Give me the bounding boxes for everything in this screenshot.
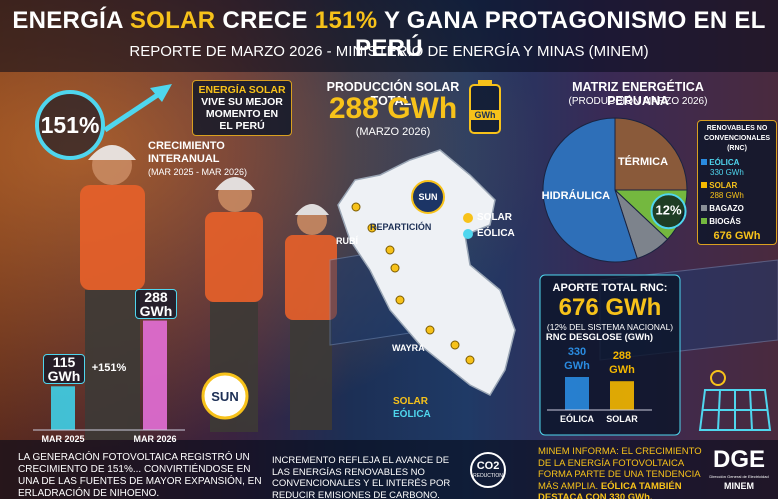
legend-dot-eolica — [463, 229, 473, 239]
map-sun-label: SUN — [418, 192, 438, 202]
callout: ENERGÍA SOLAR VIVE SU MEJOR MOMENTO EN E… — [192, 80, 292, 136]
right-note: MINEM INFORMA: EL CRECIMIENTO DE LA ENER… — [538, 446, 713, 499]
bar — [51, 386, 75, 430]
title-part: SOLAR — [129, 7, 216, 34]
production-period: (MARZO 2026) — [355, 126, 431, 138]
rnc-item: SOLAR 288 GWh — [701, 181, 773, 201]
battery-label: GWh — [470, 110, 500, 120]
rnc-item: EÓLICA 330 GWh — [701, 158, 773, 178]
left-note: LA GENERACIÓN FOTOVOLTAICA REGISTRÓ UN C… — [18, 452, 262, 499]
rnc-box: RENOVABLES NO CONVENCIONALES (RNC) EÓLIC… — [697, 120, 777, 245]
pie-slice — [542, 117, 638, 263]
title: ENERGÍA SOLAR CRECE 151% Y GANA PROTAGON… — [0, 7, 778, 63]
callout-line: EL PERÚ — [219, 120, 265, 132]
aporte-total: 676 GWh — [558, 294, 662, 321]
map-dots — [351, 202, 475, 365]
bar-title: RNC DESGLOSE (GWh) — [545, 332, 654, 343]
sun-label: SUN — [211, 389, 239, 404]
peru-map — [337, 149, 516, 396]
center-note: INCREMENTO REFLEJA EL AVANCE DE LAS ENER… — [272, 455, 451, 499]
map-legend: SOLAR — [477, 212, 512, 223]
place-label: WAYRA — [392, 343, 425, 353]
growth-label: CRECIMIENTO INTERANUAL (MAR 2025 - MAR 2… — [148, 140, 247, 179]
bar-value-label: 288 GWh — [135, 288, 177, 319]
bar-category: MAR 2026 — [133, 434, 177, 444]
matrix-subheading: (PRODUCCIÓN MARZO 2026) — [568, 96, 708, 107]
logo: DGE — [712, 446, 765, 473]
co2-sub: REDUCTION — [473, 473, 503, 479]
place-label: RUBÍ — [336, 236, 358, 246]
bar — [565, 377, 589, 410]
rnc-item: BAGAZO — [701, 204, 773, 214]
pie-label: TÉRMICA — [618, 155, 668, 168]
map-sun-icon — [411, 180, 445, 214]
rnc-total: 676 GWh — [713, 230, 761, 242]
place-label: REPARTICIÓN — [370, 222, 432, 232]
rnc-item-name: EÓLICA — [709, 158, 740, 167]
callout-line: ENERGÍA SOLAR — [198, 84, 286, 96]
pie-label: HIDRÁULICA — [542, 189, 610, 202]
rnc-item-name: BIOGÁS — [709, 217, 741, 226]
title-part: CRECE — [222, 7, 308, 34]
growth-line: CRECIMIENTO — [148, 140, 225, 152]
co2-label: CO2 — [476, 460, 500, 472]
callout-line: VIVE SU MEJOR — [201, 96, 283, 108]
production-total: 288 GWh — [328, 92, 458, 125]
header-band — [0, 0, 778, 72]
battery-cap — [478, 80, 492, 85]
growth-ring — [35, 90, 105, 160]
legend-dot-solar — [463, 213, 473, 223]
bar — [610, 381, 634, 410]
subtitle: REPORTE DE MARZO 2026 - MINISTERIO DE EN… — [129, 43, 649, 60]
pie-slice — [614, 117, 688, 191]
right-note-part: EÓLICA TAMBIÉN DESTACA CON 330 GWh. — [538, 480, 682, 499]
right-note-part: MINEM INFORMA: EL CRECIMIENTO DE LA ENER… — [538, 446, 702, 492]
growth-line: INTERANUAL — [148, 153, 220, 165]
ring-value: 151% — [40, 112, 100, 138]
logo-org: MINEM — [724, 481, 754, 491]
aporte-heading: APORTE TOTAL RNC: — [552, 282, 668, 294]
title-part: ENERGÍA — [12, 7, 123, 34]
rnc-title: RENOVABLES NO CONVENCIONALES (RNC) — [703, 125, 771, 152]
map-legend: EÓLICA — [477, 228, 515, 239]
bar-value-label: 288 GWh — [609, 350, 635, 377]
rnc-item-detail: 288 GWh — [710, 191, 744, 200]
production-heading: PRODUCCIÓN SOLAR TOTAL: — [326, 80, 460, 108]
bar-category: MAR 2025 — [41, 434, 85, 444]
bar — [143, 320, 167, 430]
rnc-item-name: SOLAR — [709, 181, 738, 190]
title-part: Y GANA PROTAGONISMO EN EL PERÚ — [355, 7, 766, 62]
growth-arrow — [103, 87, 167, 133]
sun-icon — [201, 372, 249, 420]
panel-icon — [698, 370, 772, 431]
arrow-head — [150, 84, 172, 102]
title-part: 151% — [314, 7, 378, 34]
callout-line: MOMENTO EN — [205, 108, 279, 120]
growth-period: (MAR 2025 - MAR 2026) — [148, 167, 248, 177]
bar-category: SOLAR — [606, 414, 638, 424]
logo-sub: Dirección General de Electricidad — [709, 474, 769, 479]
bar-category: EÓLICA — [559, 414, 594, 424]
aporte-share: (12% DEL SISTEMA NACIONAL) — [546, 322, 674, 332]
map-legend-2: SOLAR — [393, 396, 428, 407]
bar-value-label: 330 GWh — [564, 346, 590, 372]
map-legend-2: EÓLICA — [393, 409, 431, 420]
pie-value-label: 12% — [656, 203, 682, 218]
footer-band — [0, 440, 778, 499]
bar-value-label: 115 GWh — [43, 354, 85, 385]
matrix-heading: MATRIZ ENERGÉTICA PERUANA — [572, 80, 704, 108]
rnc-item-detail: 330 GWh — [710, 168, 744, 177]
rnc-item: BIOGÁS — [701, 217, 773, 227]
rnc-item-name: BAGAZO — [709, 204, 744, 213]
pie-value-badge — [650, 193, 687, 230]
bar-annotation: +151% — [91, 362, 127, 374]
co2-icon — [470, 452, 506, 488]
